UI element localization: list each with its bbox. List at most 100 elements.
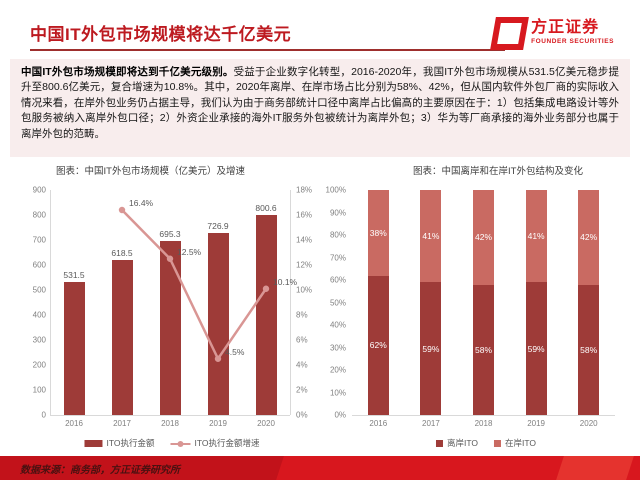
growth-line-value-label: 4.5% [225,346,245,357]
ito-amount-swatch [84,439,103,447]
ito-amount-bar [159,241,181,415]
ito-amount-bar [63,282,85,415]
summary-body: 受益于企业数字化转型，2016-2020年，我国IT外包市场规模从531.5亿美… [21,66,619,140]
offshore-ito-segment [525,282,547,415]
right-chart-y-tick-label: 90% [329,208,346,217]
right-chart-title: 图表：中国离岸和在岸IT外包结构及变化 [413,166,583,177]
left-chart-baseline [50,415,290,416]
footer-band: 数据来源：商务部，方正证券研究所 [0,456,640,480]
legend-offshore-ito: 离岸ITO [435,437,478,449]
ito-growth-swatch [170,440,191,447]
offshore-ito-label: 59% [527,343,545,354]
legend-offshore-ito-label: 离岸ITO [446,438,478,448]
right-chart-x-axis-label: 2019 [527,419,545,428]
left-chart-x-axis-label: 2020 [257,419,275,428]
left-chart-y-tick-label: 700 [32,235,46,245]
legend-ito-growth-label: ITO执行金额增速 [194,438,260,448]
page-title: 中国IT外包市场规模将达千亿美元 [30,25,292,44]
left-chart-right-axis [290,190,291,415]
onshore-ito-label: 42% [474,232,493,243]
left-chart-x-axis-label: 2016 [65,419,83,428]
right-chart-x-axis-label: 2016 [369,419,388,428]
onshore-ito-segment [420,190,442,283]
right-chart-y-tick-label: 60% [329,275,346,285]
onshore-ito-segment [525,190,547,283]
summary-lead: 中国IT外包市场规模即将达到千亿美元级别。 [21,66,234,78]
ito-amount-bar-value: 726.9 [207,221,229,232]
left-chart-y-tick-label: 200 [32,360,46,370]
ito-amount-bar-value: 531.5 [63,270,85,281]
onshore-ito-segment [367,190,389,276]
left-chart-right-y-tick-label: 4% [296,360,308,370]
logo-name-cn: 方正证券 [531,18,600,36]
data-source-note: 数据来源：商务部，方正证券研究所 [20,465,180,476]
left-chart-right-y-tick-label: 8% [296,310,308,320]
right-chart-x-axis-label: 2020 [579,419,598,428]
onshore-ito-label: 38% [369,227,387,238]
legend-ito-growth: ITO执行金额增速 [170,437,260,449]
offshore-ito-label: 58% [474,344,493,355]
left-chart-y-tick-label: 100 [32,385,46,395]
logo-name-en: FOUNDER SECURITIES [531,37,614,45]
offshore-ito-segment [367,275,389,415]
left-chart-left-axis [50,190,51,415]
right-chart-y-tick-label: 50% [329,298,346,307]
title-underline [30,49,505,51]
founder-securities-logo-icon [490,17,530,50]
right-chart-y-tick-label: 80% [329,230,346,240]
offshore-ito-label: 59% [422,343,440,354]
right-chart-y-tick-label: 70% [329,253,346,262]
left-chart-right-y-tick-label: 16% [296,210,313,220]
left-chart-right-y-tick-label: 0% [296,410,308,420]
offshore-ito-swatch [435,439,443,447]
legend-ito-amount-label: ITO执行金额 [106,438,155,448]
ito-amount-bar-value: 618.5 [111,248,133,259]
left-chart-x-axis-label: 2018 [161,419,179,428]
left-chart-y-tick-label: 600 [32,260,46,270]
legend-ito-amount: ITO执行金额 [84,437,155,449]
right-chart-x-axis-label: 2017 [421,419,440,428]
ito-amount-bar-value: 800.6 [255,202,277,213]
left-chart-y-tick-label: 300 [32,335,46,345]
growth-line-path [121,209,268,362]
onshore-ito-swatch [494,439,501,447]
right-chart-legend: 离岸ITO 在岸ITO [435,437,536,449]
right-chart-y-tick-label: 100% [325,185,346,195]
left-chart-legend: ITO执行金额 ITO执行金额增速 [84,437,260,449]
ito-amount-bar [255,214,277,415]
growth-line-value-label: 10.1% [273,276,298,287]
left-chart-right-y-tick-label: 2% [296,385,308,395]
onshore-ito-segment [578,190,600,285]
growth-line-value-label: 16.4% [129,198,154,208]
growth-line-point [118,206,126,214]
growth-line-value-label: 12.5% [177,246,202,257]
offshore-ito-segment [420,282,442,415]
left-chart-y-tick-label: 800 [32,210,46,220]
left-chart-y-tick-label: 0 [41,410,46,420]
left-chart-right-y-tick-label: 12% [296,260,313,270]
right-chart-y-tick-label: 20% [329,365,346,375]
left-chart-x-axis-label: 2019 [209,419,227,428]
left-chart-title: 图表：中国IT外包市场规模（亿美元）及增速 [56,166,245,177]
legend-onshore-ito-label: 在岸ITO [505,438,537,448]
offshore-ito-segment [473,284,494,415]
offshore-ito-label: 62% [369,340,387,351]
left-chart-right-y-tick-label: 18% [296,185,313,195]
left-chart-right-y-tick-label: 14% [296,235,313,245]
right-chart-y-tick-label: 0% [334,410,346,420]
ito-amount-bar-value: 695.3 [159,229,181,240]
footer-band-light-stripe [556,456,634,480]
left-chart-right-y-tick-label: 6% [296,335,308,345]
left-chart-y-tick-label: 500 [32,285,46,295]
logo-text: 方正证券 FOUNDER SECURITIES [531,18,614,46]
right-chart-y-tick-label: 10% [329,388,346,397]
ito-amount-bar [207,233,229,415]
right-chart-y-tick-label: 30% [329,343,346,352]
right-chart-x-axis-label: 2018 [474,419,493,428]
left-chart-right-y-tick-label: 10% [296,285,313,295]
left-chart-y-tick-label: 900 [32,185,46,195]
onshore-ito-label: 42% [580,232,598,243]
legend-onshore-ito: 在岸ITO [494,437,536,449]
summary-paragraph: 中国IT外包市场规模即将达到千亿美元级别。受益于企业数字化转型，2016-202… [10,59,630,157]
onshore-ito-segment [473,190,494,285]
